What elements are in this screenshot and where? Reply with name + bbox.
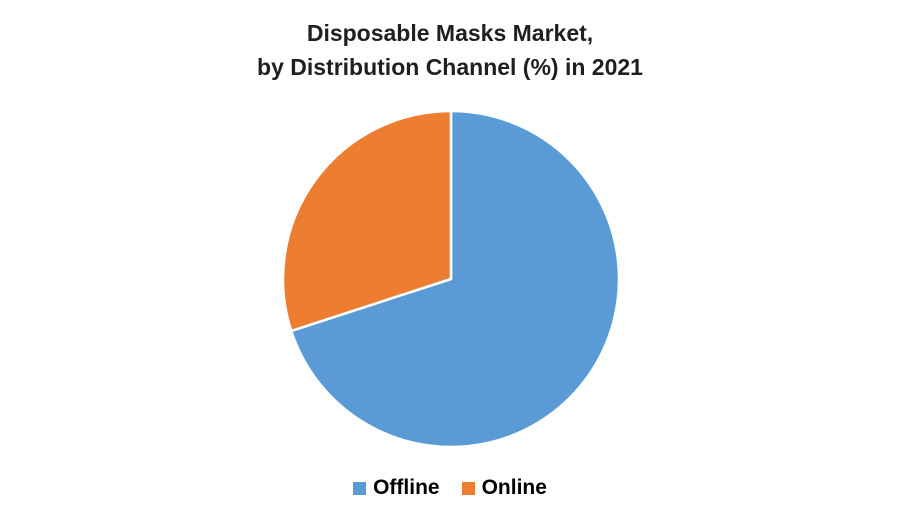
legend-item-offline: Offline — [353, 476, 440, 500]
chart-title-line-2: by Distribution Channel (%) in 2021 — [257, 54, 643, 80]
legend-label-online: Online — [481, 476, 547, 499]
legend-swatch-online — [461, 481, 475, 495]
pie-slice-offline — [289, 109, 621, 449]
legend-label-offline: Offline — [373, 476, 440, 499]
chart-title: Disposable Masks Market, by Distribution… — [0, 16, 900, 84]
chart-legend: Offline Online — [0, 476, 900, 500]
legend-swatch-offline — [353, 481, 367, 495]
legend-item-online: Online — [461, 476, 547, 500]
pie-slice-online — [281, 109, 453, 333]
chart-title-line-1: Disposable Masks Market, — [306, 20, 594, 46]
